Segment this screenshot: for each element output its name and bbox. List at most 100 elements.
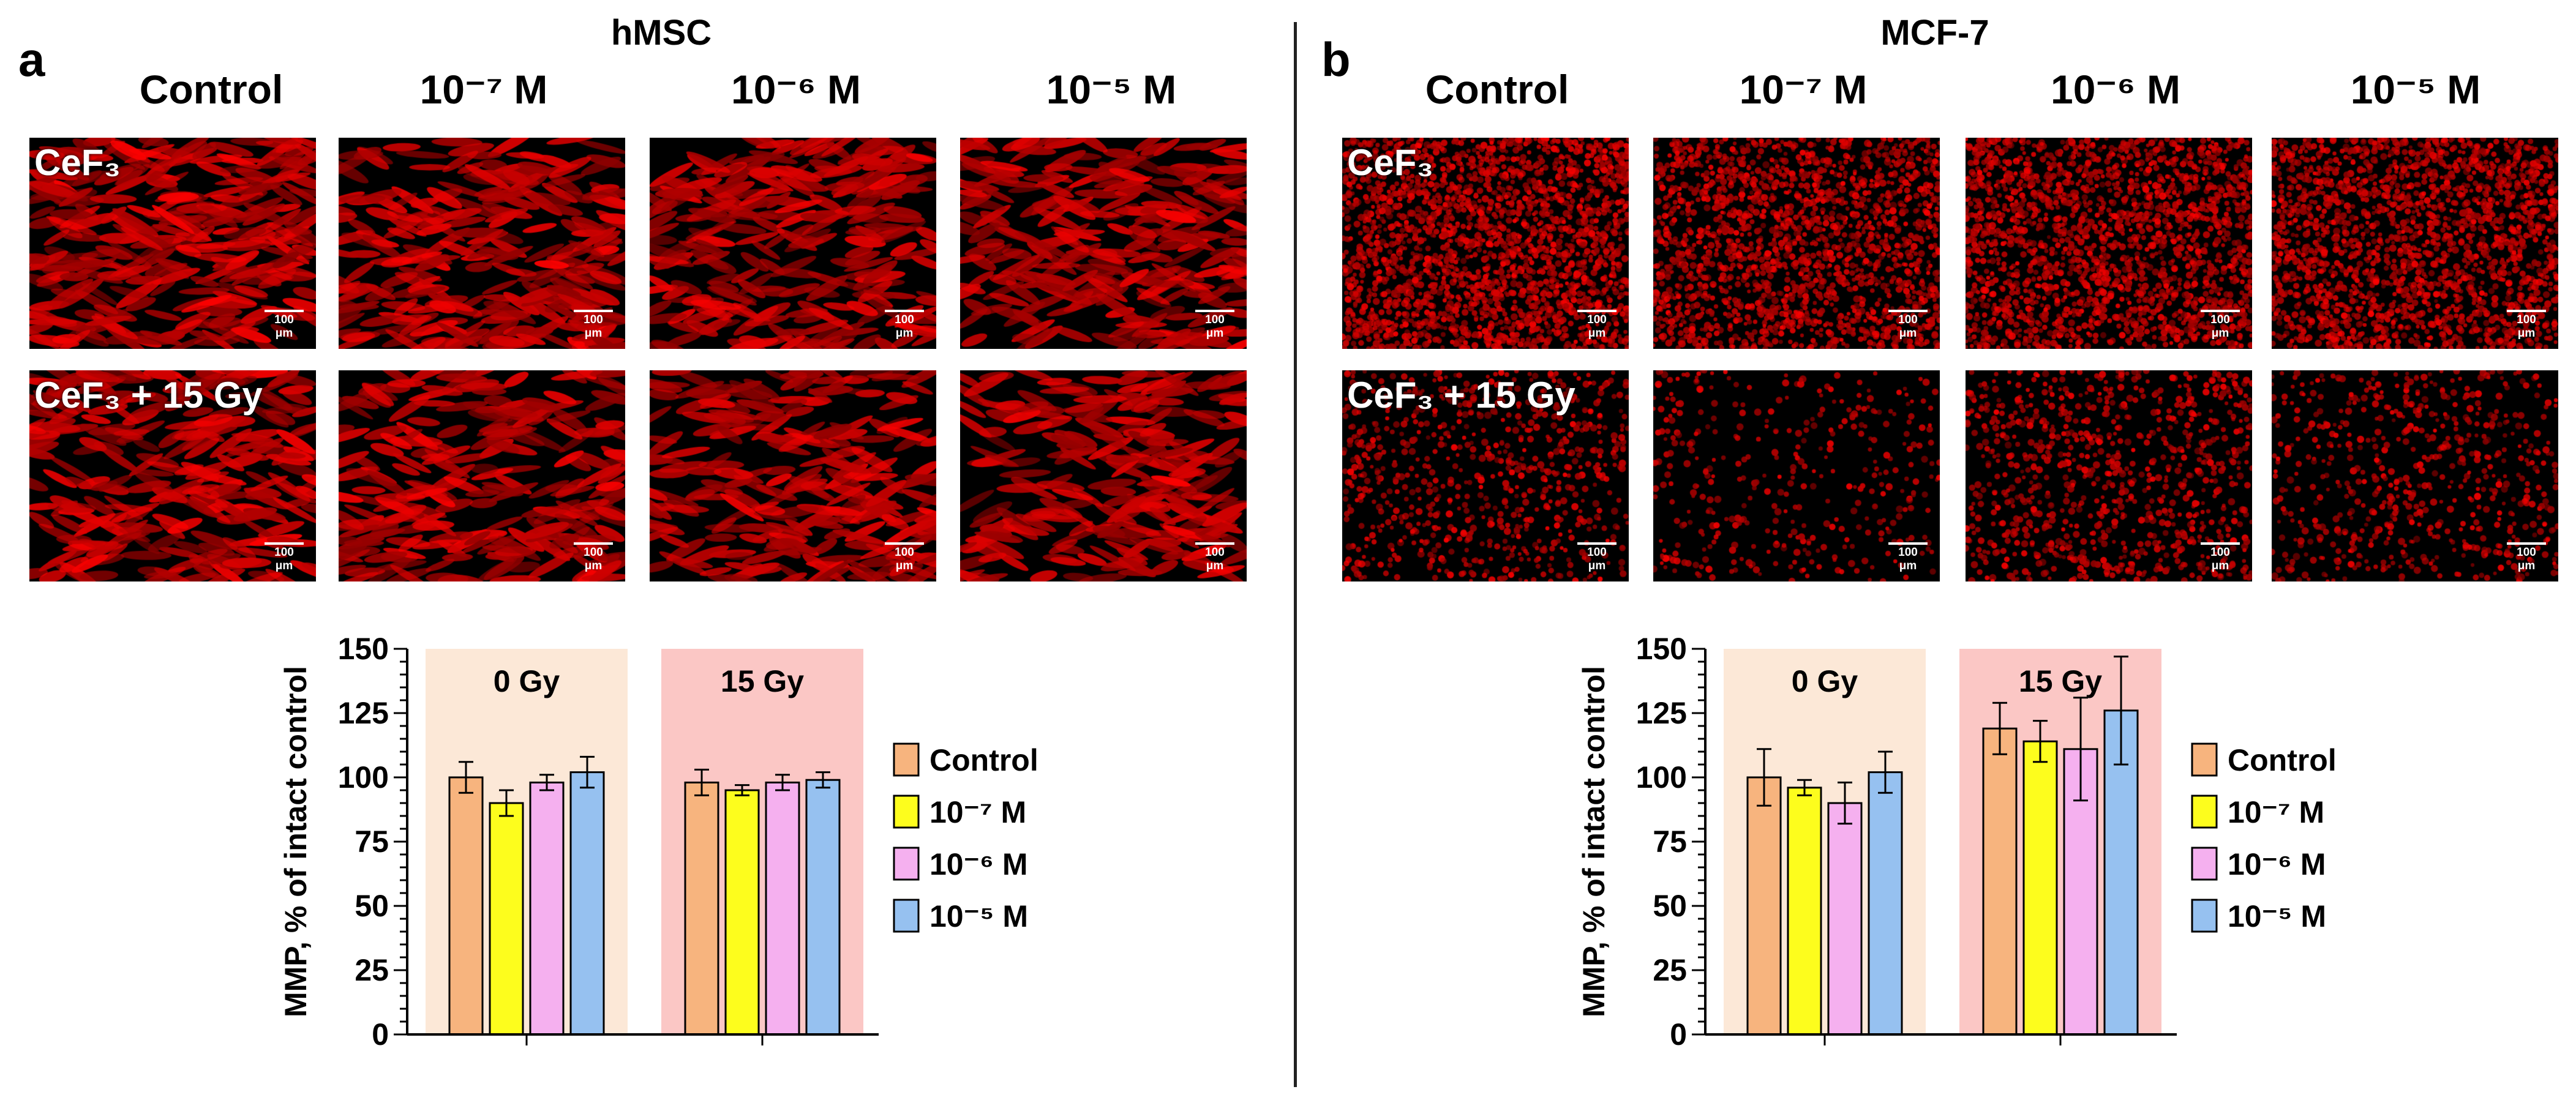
column-header-1e-5: 10⁻⁵ M [2350,67,2481,112]
y-tick-label: 150 [1636,632,1687,666]
scale-bar-line [1577,542,1617,545]
scale-bar: 100 μm [2201,310,2240,340]
y-tick-label: 100 [1636,760,1687,795]
scale-bar: 100 μm [2201,542,2240,573]
scale-bar-line [1195,542,1234,545]
column-header-control: Control [139,67,284,112]
legend-swatch [2191,847,2218,881]
cell-line-title: hMSC [610,13,712,53]
scale-bar-label: 100 μm [1205,546,1225,572]
fluorescence-image [1653,370,1940,581]
micrograph-row1-col4: 100 μm [2272,138,2558,349]
column-header-1e-5: 10⁻⁵ M [1046,67,1177,112]
legend-swatch [2191,742,2218,777]
y-tick-label: 50 [1653,889,1687,923]
fluorescence-image [2272,370,2558,581]
group-label: 15 Gy [2019,664,2102,698]
legend-label: 10⁻⁵ M [929,899,1028,933]
fluorescence-image [339,370,625,581]
bar [1982,727,2018,1036]
fluorescence-image [1342,138,1629,349]
scale-bar-line [1888,310,1928,312]
bar [1787,787,1822,1036]
legend-swatch [893,899,920,933]
row-label: CeF₃ + 15 Gy [1347,375,1575,416]
y-tick-label: 0 [1670,1017,1687,1052]
fluorescence-image [960,370,1247,581]
y-tick-label: 125 [338,696,389,730]
scale-bar: 100 μm [885,542,924,573]
scale-bar-label: 100 μm [1898,546,1918,572]
scale-bar: 100 μm [574,542,613,573]
scale-bar: 100 μm [265,542,304,573]
legend-label: 10⁻⁷ M [929,795,1026,829]
scale-bar-line [2201,310,2240,312]
column-header-1e-7: 10⁻⁷ M [419,67,548,112]
scale-bar-label: 100 μm [584,313,603,340]
scale-bar-label: 100 μm [2210,313,2230,340]
y-tick-label: 50 [355,889,389,923]
column-header-1e-7: 10⁻⁷ M [1739,67,1868,112]
micrograph-row1-col3: 100 μm [650,138,936,349]
scale-bar-line [574,542,613,545]
micrograph-row1-col2: 100 μm [339,138,625,349]
bar [724,789,760,1036]
scale-bar: 100 μm [1577,310,1617,340]
panel-divider [1294,22,1297,1087]
y-tick-label: 75 [1653,824,1687,859]
scale-bar: 100 μm [885,310,924,340]
scale-bar-line [885,310,924,312]
fluorescence-image [1653,138,1940,349]
bar [1746,776,1782,1036]
fluorescence-image [29,370,316,581]
bar [529,781,565,1036]
scale-bar: 100 μm [2507,542,2546,573]
legend-swatch [893,795,920,829]
micrograph-row1-col1: CeF₃ 100 μm [1342,138,1629,349]
fluorescence-image [339,138,625,349]
legend-label: 10⁻⁷ M [2228,795,2324,829]
bar [448,776,484,1036]
scale-bar-label: 100 μm [274,313,294,340]
fluorescence-image [1966,138,2252,349]
group-label: 0 Gy [1792,664,1858,698]
micrograph-row2-col2: 100 μm [1653,370,1940,581]
scale-bar-label: 100 μm [1205,313,1225,340]
scale-bar: 100 μm [574,310,613,340]
row-label: CeF₃ + 15 Gy [34,375,263,416]
y-tick-label: 150 [338,632,389,666]
scale-bar-line [2507,310,2546,312]
panel-letter: a [18,32,45,86]
scale-bar-label: 100 μm [895,546,914,572]
mmp-bar-chart: 0 Gy 15 Gy 0 25 50 75 100 125 150 MMP, % of intac… [279,632,1038,1052]
scale-bar-label: 100 μm [2517,546,2536,572]
y-tick-label: 125 [1636,696,1687,730]
bar [489,802,524,1036]
row-label: CeF₃ [34,142,121,183]
scale-bar: 100 μm [2507,310,2546,340]
scale-bar-label: 100 μm [2517,313,2536,340]
fluorescence-image [1342,370,1629,581]
y-tick-label: 75 [355,824,389,859]
column-header-1e-6: 10⁻⁶ M [2051,67,2180,112]
y-tick-label: 0 [372,1017,389,1052]
group-label: 15 Gy [721,664,804,698]
legend-swatch [2191,899,2218,933]
scale-bar-line [574,310,613,312]
micrograph-row2-col1: CeF₃ + 15 Gy 100 μm [29,370,316,581]
bar [765,781,800,1036]
legend-label: 10⁻⁵ M [2228,899,2326,933]
micrograph-row2-col4: 100 μm [2272,370,2558,581]
scale-bar-label: 100 μm [274,546,294,572]
scale-bar-line [265,542,304,545]
scale-bar-label: 100 μm [1898,313,1918,340]
scale-bar-line [885,542,924,545]
scale-bar: 100 μm [265,310,304,340]
fluorescence-image [1966,370,2252,581]
scale-bar: 100 μm [1888,542,1928,573]
column-header-control: Control [1425,67,1569,112]
fluorescence-image [650,138,936,349]
bar [1827,802,1863,1036]
legend-label: 10⁻⁶ M [2228,847,2326,881]
bar [569,771,605,1036]
